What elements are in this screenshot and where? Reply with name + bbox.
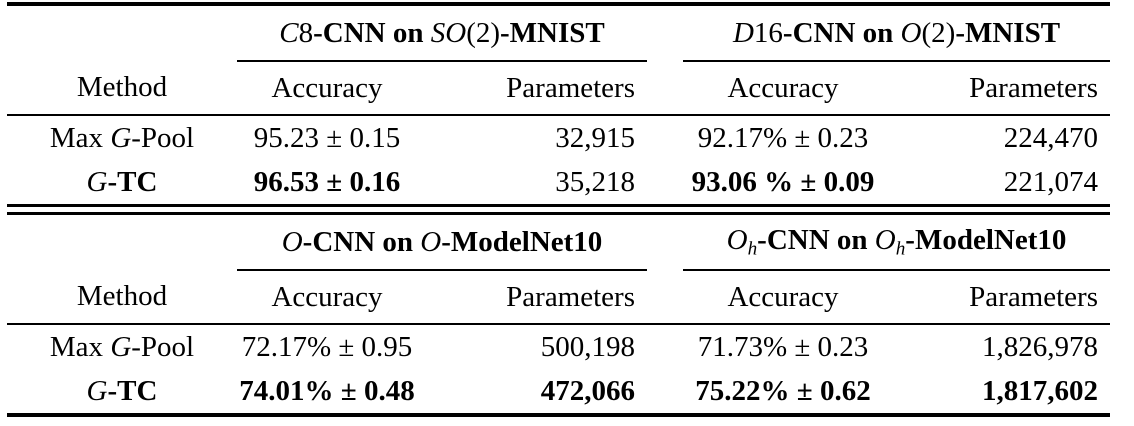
column-header-row: Method Accuracy Parameters Accuracy Para… (7, 61, 1111, 116)
group-header-spacer (7, 4, 237, 61)
group-header-oh-cnn: Oh-CNN on Oh-ModelNet10 (683, 213, 1110, 271)
cell-accuracy: 96.53 ± 0.16 (253, 165, 401, 198)
cell-parameters: 1,817,602 (982, 374, 1098, 407)
cell-parameters: 472,066 (540, 374, 635, 407)
group-gap (647, 214, 683, 271)
table-row-gtc: G-TC 74.01% ± 0.48 472,066 75.22% ± 0.62… (7, 369, 1110, 415)
cell-accuracy: 71.73% ± 0.23 (697, 330, 869, 363)
col-header-parameters: Parameters (417, 270, 647, 325)
col-header-accuracy: Accuracy (237, 270, 417, 325)
group-header-row: O-CNN on O-ModelNet10 Oh-CNN on Oh-Model… (7, 213, 1110, 271)
cell-gap (647, 324, 683, 369)
col-header-method: Method (7, 61, 237, 116)
cell-gap (647, 369, 683, 415)
results-table-bottom: O-CNN on O-ModelNet10 Oh-CNN on Oh-Model… (7, 212, 1110, 417)
group-gap (647, 4, 683, 61)
group-header-c8-cnn: C8-CNN on SO(2)-MNIST (237, 4, 648, 62)
cell-parameters: 35,218 (555, 165, 636, 198)
cell-accuracy: 92.17% ± 0.23 (697, 121, 869, 154)
cell-parameters: 500,198 (540, 330, 635, 363)
col-header-accuracy: Accuracy (683, 61, 884, 116)
col-header-accuracy: Accuracy (237, 61, 417, 116)
col-header-parameters: Parameters (883, 270, 1110, 325)
cell-parameters: 221,074 (1003, 165, 1099, 198)
col-header-accuracy: Accuracy (683, 270, 883, 325)
cell-accuracy: 95.23 ± 0.15 (253, 121, 401, 154)
cell-accuracy: 72.17% ± 0.95 (241, 330, 413, 363)
row-method-label: Max G-Pool (49, 121, 195, 154)
cell-parameters: 224,470 (1003, 121, 1099, 154)
cell-parameters: 1,826,978 (982, 330, 1098, 363)
cell-accuracy: 93.06 % ± 0.09 (691, 165, 875, 198)
group-header-o-cnn: O-CNN on O-ModelNet10 (237, 213, 647, 271)
col-header-parameters: Parameters (883, 61, 1111, 116)
cell-accuracy: 74.01% ± 0.48 (239, 374, 415, 407)
cell-parameters: 32,915 (555, 121, 636, 154)
table-row-max-gpool: Max G-Pool 95.23 ± 0.15 32,915 92.17% ± … (7, 115, 1110, 160)
group-header-spacer (7, 214, 237, 271)
col-header-gap (647, 61, 684, 116)
cell-gap (647, 160, 683, 206)
col-header-gap (647, 270, 683, 325)
row-method-label: G-TC (86, 374, 158, 407)
table-row-gtc: G-TC 96.53 ± 0.16 35,218 93.06 % ± 0.09 … (7, 160, 1110, 206)
cell-gap (647, 115, 683, 160)
group-header-row: C8-CNN on SO(2)-MNIST D16-CNN on O(2)-MN… (7, 4, 1111, 62)
table-row-max-gpool: Max G-Pool 72.17% ± 0.95 500,198 71.73% … (7, 324, 1110, 369)
group-header-d16-cnn: D16-CNN on O(2)-MNIST (683, 4, 1111, 62)
col-header-parameters: Parameters (417, 61, 648, 116)
results-table-top: C8-CNN on SO(2)-MNIST D16-CNN on O(2)-MN… (7, 2, 1111, 207)
row-method-label: G-TC (86, 165, 158, 198)
cell-accuracy: 75.22% ± 0.62 (695, 374, 871, 407)
row-method-label: Max G-Pool (49, 330, 195, 363)
col-header-method: Method (7, 270, 237, 325)
column-header-row: Method Accuracy Parameters Accuracy Para… (7, 270, 1110, 325)
